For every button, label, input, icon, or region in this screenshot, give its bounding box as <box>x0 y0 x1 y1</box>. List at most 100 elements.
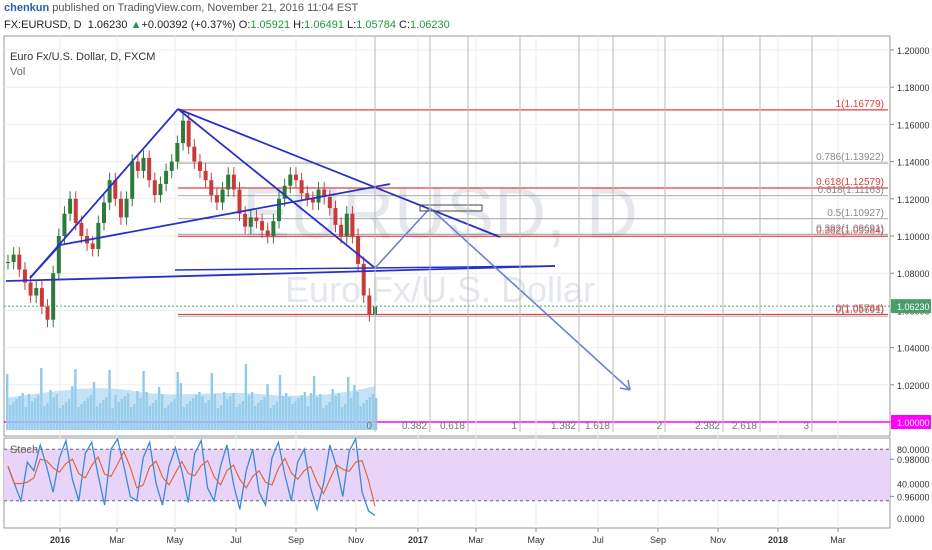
target-box <box>419 204 483 212</box>
close-label: C: <box>399 19 411 31</box>
ohlc-line: FX:EURUSD, D 1.06230 ▲+0.00392 (+0.37%) … <box>4 19 450 31</box>
change-arrow-icon: ▲ <box>130 19 142 31</box>
price-tick-label: 1.10000 <box>897 232 930 242</box>
close-value: 1.06230 <box>410 19 450 31</box>
candle-body <box>339 224 344 236</box>
candle-body <box>186 120 191 147</box>
fib-label: 0(1.05691) <box>836 305 884 316</box>
time-tick-label: May <box>166 535 184 545</box>
price-tick-label: 0.96000 <box>897 492 930 502</box>
stoch-tick-label: 40.0000 <box>897 480 930 490</box>
candle-body <box>39 288 44 307</box>
candle-body <box>130 161 135 199</box>
candle-body <box>299 180 304 194</box>
candle-body <box>226 174 231 190</box>
candle-body <box>141 157 146 171</box>
time-tick-label: Mar <box>109 535 125 545</box>
open-label: O: <box>238 19 251 31</box>
time-tick-label: Sep <box>650 535 666 545</box>
stoch-axis: 80.0000 40.0000 0.0000 <box>897 445 930 524</box>
trend-drawings[interactable] <box>5 108 631 391</box>
candles <box>6 113 377 328</box>
volume-bars <box>6 364 378 430</box>
candle-body <box>158 183 163 196</box>
candle-body <box>305 193 310 199</box>
candle-body <box>243 213 248 227</box>
candle-body <box>282 185 287 199</box>
publisher-line: chenkun published on TradingView.com, No… <box>4 2 358 14</box>
candle-body <box>79 222 84 236</box>
time-zone-label: 2.618 <box>732 421 757 432</box>
time-zone-label: 1.618 <box>585 421 610 432</box>
candle-body <box>169 161 174 171</box>
time-tick-label: Nov <box>348 535 365 545</box>
candle-body <box>333 208 338 225</box>
candle-body <box>288 174 293 186</box>
fib-label: 0.5(1.10927) <box>827 208 884 219</box>
time-zone-label: 2.382 <box>695 421 720 432</box>
fib-levels: 1(1.16779)0.786(1.13922)0.618(1.12579)0.… <box>178 99 888 317</box>
time-zone-label: 0 <box>366 421 372 432</box>
projection-up <box>374 207 431 269</box>
high-label: H: <box>293 19 305 31</box>
candle-body <box>231 174 236 190</box>
fib-label: 1(1.16779) <box>836 99 884 110</box>
time-tick-label: 2016 <box>50 535 70 545</box>
price-tick-label: 1.20000 <box>897 46 930 56</box>
candle-body <box>322 189 327 197</box>
fib-label: 0.382(1.09691) <box>816 223 884 234</box>
time-zone-label: 2 <box>656 421 662 432</box>
published-text: published on TradingView.com, November 2… <box>52 2 359 14</box>
candle-body <box>147 157 152 181</box>
time-tick-label: Jul <box>592 535 604 545</box>
time-tick-label: 2018 <box>768 535 788 545</box>
time-tick-label: Mar <box>468 535 484 545</box>
time-zone-label: 1.382 <box>551 421 576 432</box>
stoch-label: Stoch <box>10 444 38 456</box>
candle-body <box>96 222 101 250</box>
candle-body <box>197 161 202 171</box>
candle-body <box>209 180 214 196</box>
time-zone-label: 3 <box>803 421 809 432</box>
price-tick-label: 1.02000 <box>897 381 930 391</box>
volume-ma <box>6 386 375 430</box>
projection-arrowhead <box>619 379 631 391</box>
candle-body <box>192 146 197 162</box>
time-tick-label: Sep <box>288 535 304 545</box>
time-tick-label: 2017 <box>408 535 428 545</box>
price-tick-label: 1.16000 <box>897 120 930 130</box>
last-price-badge <box>891 299 931 314</box>
stoch-k-line <box>7 436 376 516</box>
candle-body <box>113 180 118 199</box>
fib-label: 0.786(1.13922) <box>816 152 884 163</box>
low-value: 1.05784 <box>356 19 396 31</box>
fib-label: 0(1.05784) <box>836 303 884 314</box>
price-tick-label: 1.12000 <box>897 195 930 205</box>
trend-line <box>59 183 391 246</box>
open-value: 1.05921 <box>250 19 291 31</box>
price-axis[interactable]: 1.20000 1.18000 1.16000 1.14000 1.12000 1.100… <box>890 46 931 502</box>
stoch-tick-label: 0.0000 <box>897 514 925 524</box>
candle-body <box>248 217 253 227</box>
candle-body <box>11 254 16 263</box>
time-zone-label: 1 <box>511 421 517 432</box>
candle-body <box>293 174 298 181</box>
candle-body <box>271 221 276 236</box>
time-axis[interactable]: 2016 Mar May Jul Sep Nov 2017 Mar May Jul Sep Nov 20… <box>50 528 846 545</box>
watermark-name: Euro Fx/U.S. Dollar <box>285 269 595 310</box>
stoch-d-line <box>7 450 376 507</box>
stoch-tick-label: 80.0000 <box>897 445 930 455</box>
candle-body <box>22 269 27 283</box>
publisher-user[interactable]: chenkun <box>4 2 50 14</box>
candle-body <box>350 213 355 236</box>
candle-body <box>214 195 219 203</box>
candle-body <box>310 198 315 203</box>
candle-body <box>356 236 361 264</box>
price-tick-label: 1.08000 <box>897 269 930 279</box>
trend-line <box>5 265 556 282</box>
trend-line <box>177 108 376 269</box>
volume-bar <box>374 398 378 430</box>
candle-body <box>135 161 140 171</box>
candle-body <box>277 198 282 222</box>
